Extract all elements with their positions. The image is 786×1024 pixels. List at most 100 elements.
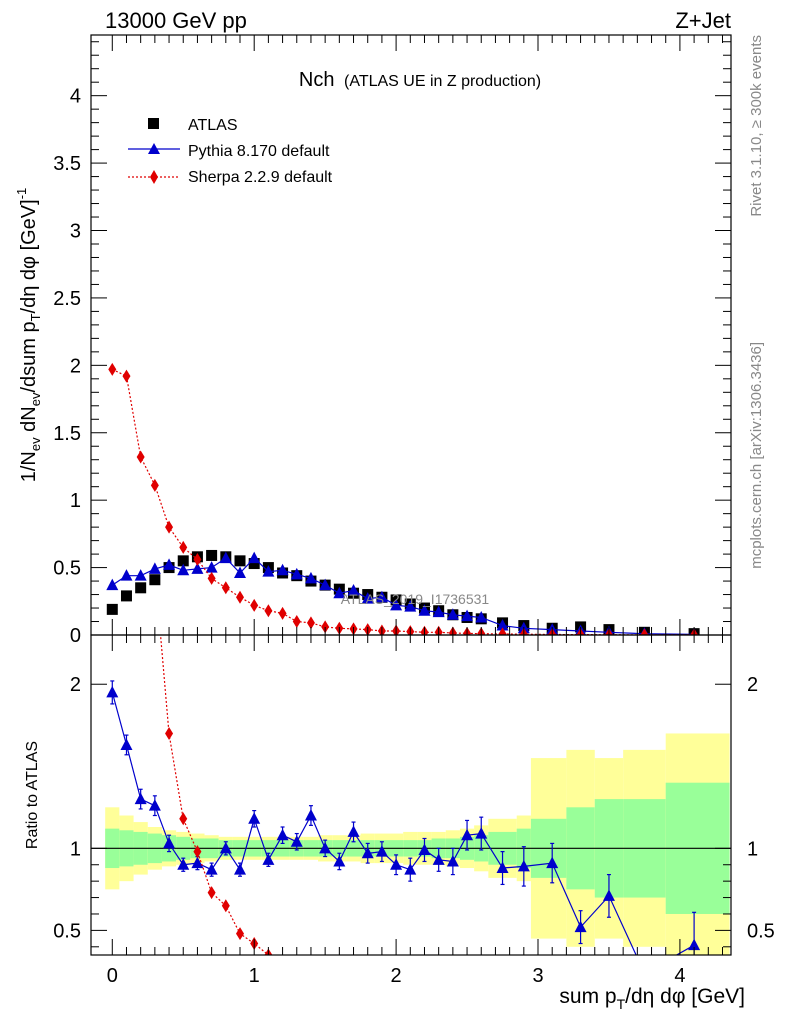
legend-marker-sherpa: [150, 170, 158, 184]
legend-marker-pythia: [148, 143, 160, 154]
ratio-point-sherpa: [165, 726, 174, 740]
main-point-pythia: [177, 563, 190, 576]
main-y-axis-label: 1/Nev dNev/dsum pT/dη dφ [GeV]-1: [14, 188, 43, 483]
ratio-point-pythia: [120, 738, 133, 750]
ratio-point-pythia: [248, 812, 261, 824]
ratio-point-sherpa: [179, 812, 188, 826]
ratio-point-pythia: [688, 938, 701, 951]
main-point-sherpa: [193, 552, 202, 566]
main-point-atlas: [206, 549, 218, 561]
plot-title-main: Nch: [299, 69, 335, 91]
main-point-pythia: [461, 609, 474, 622]
legend-label-pythia: Pythia 8.170 default: [188, 143, 330, 160]
ratio-point-pythia: [375, 845, 388, 857]
ratio-y-tick-label-right: 1: [747, 838, 758, 860]
main-point-pythia: [375, 590, 388, 603]
plot-title-sub: (ATLAS UE in Z production): [344, 73, 541, 90]
analysis-watermark: ATLAS_2019_I1736531: [341, 591, 490, 607]
main-y-tick-label: 2.5: [53, 288, 81, 310]
ratio-point-pythia: [461, 828, 474, 841]
main-point-pythia: [276, 563, 289, 576]
main-point-pythia: [134, 569, 147, 581]
main-point-sherpa: [236, 590, 245, 604]
main-point-sherpa: [150, 478, 159, 492]
main-point-atlas: [120, 590, 132, 602]
ratio-panel: 0 1 2 3 4 0.5 0.5 1 1 2 2: [53, 634, 775, 987]
ratio-point-pythia: [276, 828, 289, 841]
main-y-tick-label: 1: [70, 490, 81, 512]
ratio-point-pythia: [496, 861, 509, 874]
main-point-pythia: [446, 608, 459, 620]
ratio-point-pythia: [262, 853, 275, 865]
ratio-point-pythia: [290, 835, 303, 847]
main-point-pythia: [432, 605, 445, 618]
ratio-point-sherpa: [207, 886, 216, 900]
main-y-tick-label: 2: [70, 355, 81, 377]
ratio-point-pythia: [304, 809, 317, 821]
ratio-point-pythia: [106, 685, 119, 698]
main-point-pythia: [404, 600, 417, 612]
main-point-pythia: [106, 578, 119, 591]
main-point-sherpa: [498, 627, 507, 635]
plot-title: Nch (ATLAS UE in Z production): [299, 69, 541, 91]
main-point-pythia: [333, 586, 346, 599]
main-point-pythia: [248, 551, 261, 564]
main-point-pythia: [319, 578, 332, 591]
main-point-atlas: [149, 574, 161, 586]
x-tick-label: 1: [249, 965, 260, 987]
ratio-point-pythia: [546, 856, 559, 869]
x-axis-label: sum pT/dη dφ [GeV]: [559, 985, 745, 1012]
ratio-point-pythia: [234, 863, 247, 875]
main-point-sherpa: [207, 571, 216, 585]
legend-label-sherpa: Sherpa 2.2.9 default: [188, 169, 333, 186]
ratio-line-pythia: [111, 692, 695, 955]
ratio-point-pythia: [205, 863, 218, 875]
main-point-sherpa: [250, 598, 259, 612]
ratio-point-pythia: [446, 854, 459, 867]
ratio-y-tick-label-left: 1: [70, 838, 81, 860]
main-point-pythia: [234, 566, 247, 578]
main-point-pythia: [475, 610, 488, 623]
rivet-version-label: Rivet 3.1.10, ≥ 300k events: [748, 35, 765, 217]
ratio-point-pythia: [347, 825, 360, 837]
ratio-point-pythia: [333, 854, 346, 867]
main-point-sherpa: [264, 604, 273, 618]
main-point-pythia: [148, 562, 161, 574]
ratio-point-pythia: [432, 853, 445, 865]
main-point-sherpa: [292, 615, 301, 629]
ratio-plot-frame: [90, 634, 732, 956]
main-point-sherpa: [221, 581, 230, 595]
ratio-point-pythia: [574, 920, 587, 933]
main-point-pythia: [304, 571, 317, 584]
main-point-pythia: [191, 562, 204, 574]
header-energy-label: 13000 GeV pp: [105, 8, 247, 33]
ratio-point-pythia: [475, 827, 488, 839]
ratio-point-pythia: [219, 841, 232, 854]
main-point-sherpa: [108, 362, 117, 376]
ratio-point-pythia: [361, 846, 374, 859]
main-panel: 0 0.5 1 1.5 2 2.5 3 3.5 4: [53, 34, 732, 647]
x-tick-label: 4: [674, 965, 685, 987]
x-tick-label: 0: [107, 965, 118, 987]
main-point-pythia: [347, 584, 360, 596]
ratio-point-pythia: [390, 858, 403, 870]
ratio-point-pythia: [148, 799, 161, 811]
main-point-atlas: [177, 555, 189, 567]
x-tick-label: 3: [532, 965, 543, 987]
main-point-sherpa: [321, 620, 330, 634]
main-point-pythia: [205, 561, 218, 573]
ratio-point-pythia: [517, 859, 530, 872]
main-point-pythia: [418, 604, 431, 616]
ratio-point-pythia: [191, 856, 204, 869]
main-point-sherpa: [306, 616, 315, 630]
main-y-tick-label: 3: [70, 221, 81, 243]
main-plot-frame: [90, 34, 732, 636]
main-point-pythia: [390, 598, 403, 611]
header-process-label: Z+Jet: [675, 8, 731, 33]
x-tick-label: 2: [391, 965, 402, 987]
main-point-atlas: [135, 582, 147, 594]
ratio-point-sherpa: [236, 927, 245, 941]
main-point-pythia: [219, 551, 232, 564]
main-point-pythia: [163, 558, 176, 570]
